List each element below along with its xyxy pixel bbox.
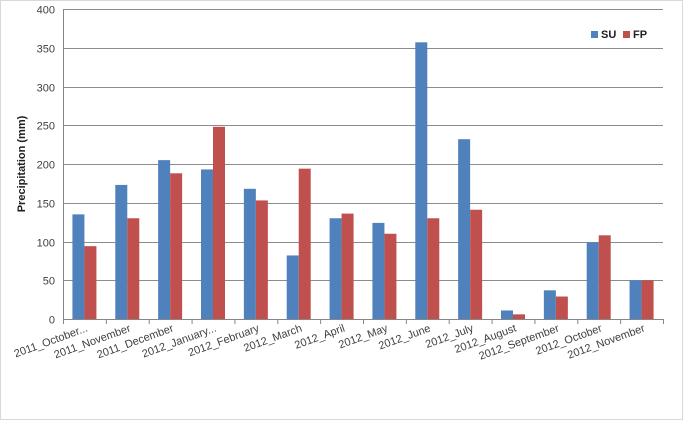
y-tick-label: 0 bbox=[49, 315, 55, 327]
y-axis-title: Precipitation (mm) bbox=[16, 115, 28, 212]
legend: SU FP bbox=[591, 29, 647, 41]
bar-fp bbox=[127, 218, 140, 319]
y-tick-label: 200 bbox=[37, 160, 55, 172]
bar-su bbox=[501, 310, 513, 319]
y-tick-label: 400 bbox=[37, 5, 55, 17]
bar-su bbox=[458, 139, 471, 319]
bar-su bbox=[72, 214, 85, 319]
y-tick-label: 300 bbox=[37, 83, 55, 95]
bar-su bbox=[372, 222, 385, 319]
bar-fp bbox=[170, 173, 183, 319]
bar-fp bbox=[598, 235, 611, 319]
bar-su bbox=[629, 280, 642, 319]
bar-su bbox=[415, 42, 428, 319]
legend-swatch-su bbox=[591, 31, 598, 38]
bar-su bbox=[158, 160, 171, 319]
bar-su bbox=[243, 188, 256, 319]
bar-fp bbox=[641, 280, 654, 319]
bar-fp bbox=[213, 126, 225, 319]
legend-label-fp: FP bbox=[633, 29, 647, 41]
bar-su bbox=[201, 169, 213, 319]
bar-fp bbox=[513, 314, 525, 319]
y-tick-label: 100 bbox=[37, 238, 55, 250]
bar-su bbox=[329, 218, 342, 319]
bar-su bbox=[286, 255, 299, 319]
bar-fp bbox=[255, 200, 268, 319]
bar-fp bbox=[384, 233, 397, 319]
y-tick-label: 250 bbox=[37, 121, 55, 133]
y-tick-label: 350 bbox=[37, 44, 55, 56]
bar-su bbox=[543, 290, 556, 319]
y-tick-label: 150 bbox=[37, 199, 55, 211]
bar-fp bbox=[84, 246, 97, 319]
y-tick-label: 50 bbox=[43, 276, 55, 288]
bar-fp bbox=[341, 213, 354, 319]
bar-fp bbox=[298, 168, 311, 319]
bar-su bbox=[586, 242, 599, 319]
bars bbox=[72, 42, 654, 319]
bar-su bbox=[115, 184, 128, 319]
bar-fp bbox=[470, 209, 483, 319]
legend-swatch-fp bbox=[623, 31, 630, 38]
bar-fp bbox=[555, 296, 568, 319]
bar-fp bbox=[427, 218, 440, 319]
legend-label-su: SU bbox=[601, 29, 616, 41]
gridlines bbox=[63, 9, 663, 281]
